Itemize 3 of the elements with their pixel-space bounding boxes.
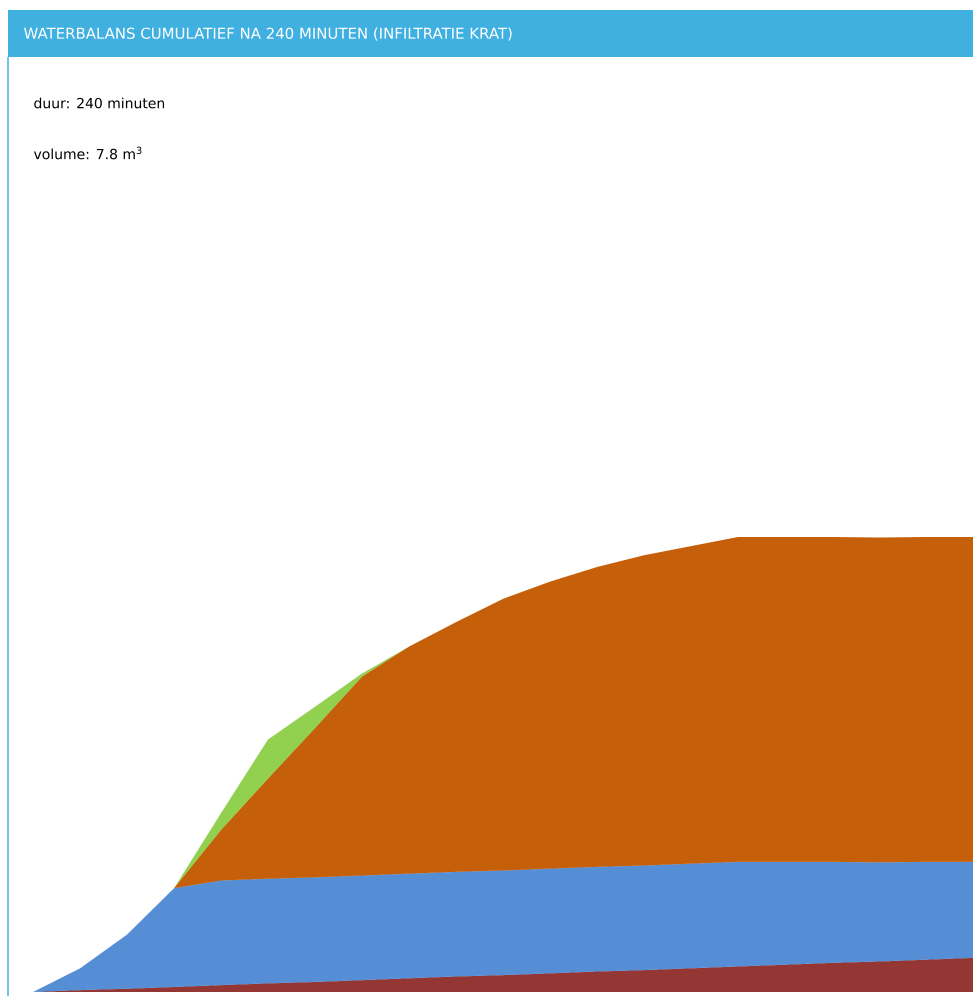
text: duur: 240 minuten [34, 98, 164, 108]
text: volume: 7.8 m$^{3}$ [34, 146, 142, 160]
chart-title: WATERBALANS CUMULATIEF NA 240 MINUTEN (INFILTRATIE KRAT) [24, 27, 512, 41]
